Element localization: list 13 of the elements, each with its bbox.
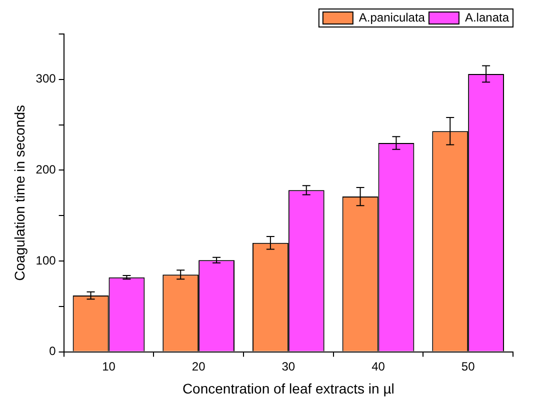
x-tick-label: 10 [102,359,116,374]
x-tick-label: 40 [372,359,386,374]
y-tick-label: 200 [36,162,56,177]
legend-label: A.paniculata [358,10,426,24]
x-tick-label: 30 [282,359,296,374]
y-tick-label: 0 [49,344,56,358]
y-tick-label: 100 [36,253,56,268]
y-axis-title: Coagulation time in seconds [11,104,28,281]
y-tick-label: 300 [36,72,56,86]
legend-label: A.lanata [464,10,510,24]
x-tick-label: 20 [192,359,206,374]
x-axis-title: Concentration of leaf extracts in µl [182,380,394,396]
x-tick-label: 50 [461,359,476,374]
